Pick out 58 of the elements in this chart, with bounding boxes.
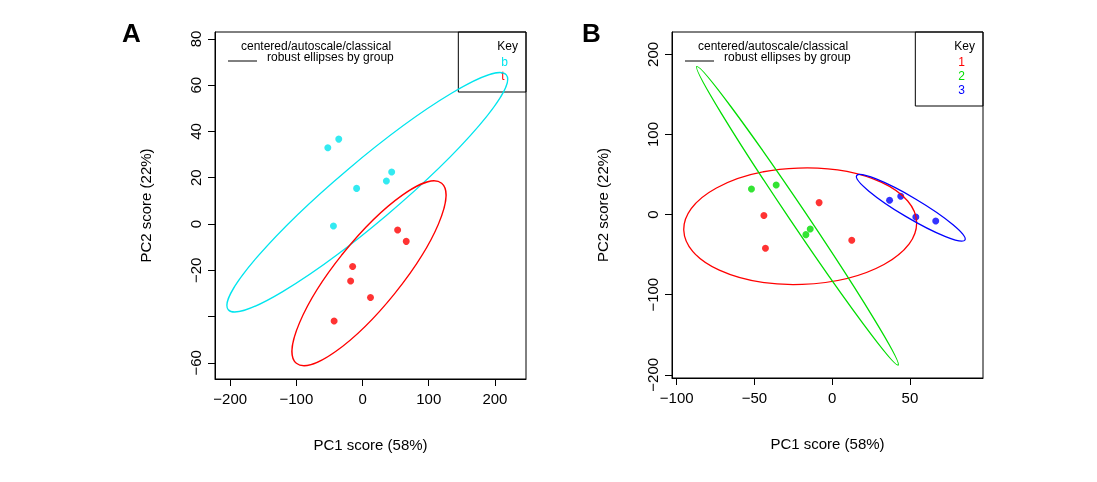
chart-title: B [582,18,601,48]
point [367,294,374,302]
y-tick-label: 0 [187,219,204,229]
y-tick-label: 60 [187,76,204,94]
annotation: robust ellipses by group [724,50,852,64]
point [349,263,357,271]
point [802,231,810,239]
y-tick-label: 80 [187,30,204,48]
y-axis-title: PC2 score (22%) [137,148,154,263]
text: 1 [958,55,966,69]
text: 2 [958,69,966,83]
point [347,277,355,285]
y-tick-label: −20 [187,257,204,283]
point [848,236,856,244]
point [402,237,410,245]
x-axis-title: PC1 score (58%) [770,435,885,452]
x-tick-label: −50 [741,389,768,406]
x-axis-title: PC1 score (58%) [313,436,428,453]
legend-title: Key [497,39,519,53]
point [932,217,940,225]
y-tick-label: 20 [187,169,204,187]
y-tick-label: −100 [644,277,661,312]
point [329,222,337,230]
y-tick-label: 100 [644,122,661,148]
x-tick-label: −100 [279,390,314,407]
point [806,225,814,233]
annotation: centered/autoscale/classical [698,39,849,53]
point [772,181,780,189]
y-axis-title: PC2 score (22%) [594,147,611,263]
point [335,135,343,143]
point [747,185,755,193]
point [353,184,361,192]
x-tick-label: 50 [901,389,919,406]
x-tick-label: 200 [482,390,508,407]
y-tick-label: 200 [644,41,661,67]
point [324,144,332,152]
legend-title: Key [954,39,976,53]
annotation: robust ellipses by group [267,50,395,64]
x-tick-label: 0 [358,390,367,407]
point [761,244,769,252]
point [388,168,396,176]
text: b [501,55,509,69]
text: t [501,69,506,83]
x-tick-label: −200 [213,390,248,407]
point [815,199,823,207]
annotation: centered/autoscale/classical [241,39,392,53]
y-tick-label: 0 [644,210,661,219]
y-tick-label: −60 [187,350,204,376]
x-tick-label: −100 [659,389,694,406]
point [382,177,390,185]
x-tick-label: 100 [416,390,442,407]
chart-title: A [122,18,141,48]
text: 3 [958,83,966,97]
x-tick-label: 0 [827,389,837,406]
point [394,226,402,234]
point [886,196,894,204]
y-tick-label: 40 [187,123,204,140]
point [760,211,768,219]
